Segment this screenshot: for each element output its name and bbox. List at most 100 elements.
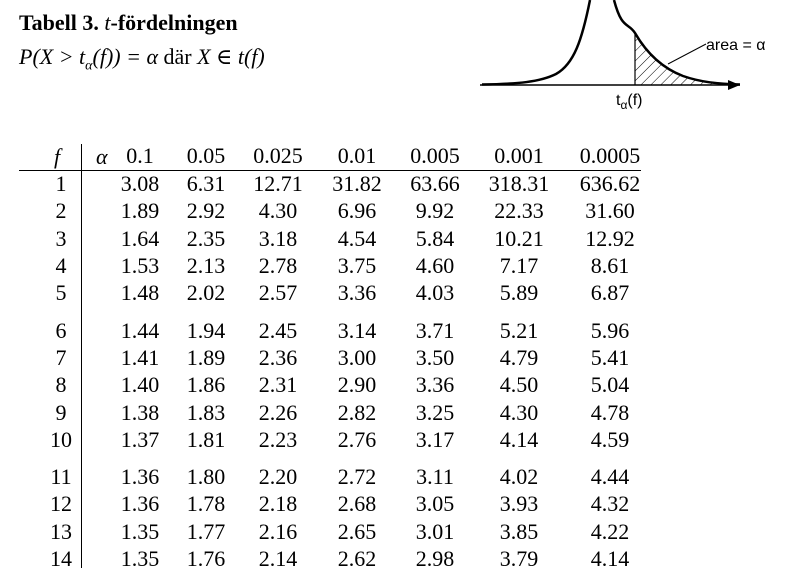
- formula-subscript: α: [85, 58, 93, 74]
- table-cell: 5.21: [499, 318, 539, 343]
- table-cell: 2.78: [258, 253, 298, 278]
- t-distribution-figure: [480, 0, 741, 90]
- table-cell: 1.35: [120, 519, 160, 544]
- table-cell: 3.93: [499, 491, 539, 516]
- table-cell: 3.01: [415, 519, 455, 544]
- row-f-value: 9: [55, 400, 67, 425]
- table-cell: 3.11: [416, 464, 454, 489]
- table-cell: 1.89: [186, 345, 226, 370]
- figure-density-curve: [481, 0, 741, 86]
- table-cell: 4.50: [499, 372, 539, 397]
- row-f-value: 11: [50, 464, 72, 489]
- table-cell: 2.82: [337, 400, 377, 425]
- table-cell: 3.18: [258, 226, 298, 251]
- table-cell: 5.84: [415, 226, 455, 251]
- table-cell: 4.30: [258, 198, 298, 223]
- table-cell: 2.26: [258, 400, 298, 425]
- formula-mid: (f)) = α: [92, 44, 159, 69]
- title-prefix: Tabell 3.: [19, 10, 99, 35]
- table-cell: 1.41: [120, 345, 160, 370]
- alpha-header: 0.025: [253, 143, 303, 168]
- row-f-value: 5: [55, 280, 67, 305]
- table-cell: 1.37: [120, 427, 160, 452]
- formula: P(X > tα(f)) = α där X ∈ t(f): [19, 44, 265, 74]
- row-f-value: 7: [55, 345, 67, 370]
- table-cell: 2.68: [337, 491, 377, 516]
- f-column-header: f: [54, 144, 61, 169]
- table-cell: 2.45: [258, 318, 298, 343]
- table-cell: 31.82: [332, 171, 382, 196]
- table-cell: 4.78: [590, 400, 630, 425]
- table-cell: 3.36: [337, 280, 377, 305]
- table-cell: 1.78: [186, 491, 226, 516]
- formula-dar: där: [163, 44, 192, 69]
- figure-shaded-area: [635, 33, 738, 85]
- table-cell: 1.53: [120, 253, 160, 278]
- figure-leader-line: [667, 43, 707, 65]
- table-cell: 8.61: [590, 253, 630, 278]
- table-cell: 1.48: [120, 280, 160, 305]
- row-f-value: 1: [55, 171, 67, 196]
- row-f-value: 14: [50, 546, 72, 571]
- table-cell: 3.17: [415, 427, 455, 452]
- table-cell: 1.38: [120, 400, 160, 425]
- alpha-header: 0.001: [494, 143, 544, 168]
- table-cell: 3.75: [337, 253, 377, 278]
- table-cell: 4.60: [415, 253, 455, 278]
- table-cell: 1.89: [120, 198, 160, 223]
- table-cell: 2.16: [258, 519, 298, 544]
- table-cell: 10.21: [494, 226, 544, 251]
- table-cell: 2.20: [258, 464, 298, 489]
- table-cell: 3.05: [415, 491, 455, 516]
- table-cell: 1.81: [186, 427, 226, 452]
- row-f-value: 3: [55, 226, 67, 251]
- table-cell: 3.14: [337, 318, 377, 343]
- table-cell: 4.22: [590, 519, 630, 544]
- table-cell: 22.33: [494, 198, 544, 223]
- table-cell: 1.83: [186, 400, 226, 425]
- table-cell: 6.31: [186, 171, 226, 196]
- table-cell: 4.30: [499, 400, 539, 425]
- alpha-header: 0.05: [186, 143, 226, 168]
- table-cell: 5.41: [590, 345, 630, 370]
- table-cell: 31.60: [585, 198, 635, 223]
- title-suffix: -fördelningen: [110, 10, 238, 35]
- table-cell: 4.54: [337, 226, 377, 251]
- table-cell: 318.31: [488, 171, 550, 196]
- table-cell: 1.80: [186, 464, 226, 489]
- table-cell: 4.03: [415, 280, 455, 305]
- table-cell: 2.57: [258, 280, 298, 305]
- table-cell: 1.64: [120, 226, 160, 251]
- table-cell: 1.94: [186, 318, 226, 343]
- table-cell: 6.87: [590, 280, 630, 305]
- table-cell: 1.40: [120, 372, 160, 397]
- table-cell: 1.35: [120, 546, 160, 571]
- row-f-value: 4: [55, 253, 67, 278]
- table-cell: 2.98: [415, 546, 455, 571]
- table-cell: 5.96: [590, 318, 630, 343]
- alpha-header: 0.005: [410, 143, 460, 168]
- header-rule: [19, 170, 641, 171]
- table-cell: 3.25: [415, 400, 455, 425]
- alpha-symbol: α: [96, 144, 108, 169]
- table-cell: 2.92: [186, 198, 226, 223]
- column-rule: [81, 144, 82, 568]
- formula-start: P(X > t: [19, 44, 86, 69]
- table-cell: 2.76: [337, 427, 377, 452]
- table-cell: 3.00: [337, 345, 377, 370]
- formula-end: X ∈ t(f): [197, 44, 265, 69]
- table-cell: 1.86: [186, 372, 226, 397]
- table-cell: 1.36: [120, 464, 160, 489]
- table-cell: 2.14: [258, 546, 298, 571]
- table-cell: 5.04: [590, 372, 630, 397]
- table-cell: 2.31: [258, 372, 298, 397]
- table-cell: 3.85: [499, 519, 539, 544]
- table-cell: 3.71: [415, 318, 455, 343]
- row-f-value: 2: [55, 198, 67, 223]
- table-cell: 4.44: [590, 464, 630, 489]
- title-variable: t: [104, 10, 111, 35]
- page-title: Tabell 3. t-fördelningen: [19, 10, 238, 36]
- table-cell: 63.66: [410, 171, 460, 196]
- table-cell: 636.62: [579, 171, 641, 196]
